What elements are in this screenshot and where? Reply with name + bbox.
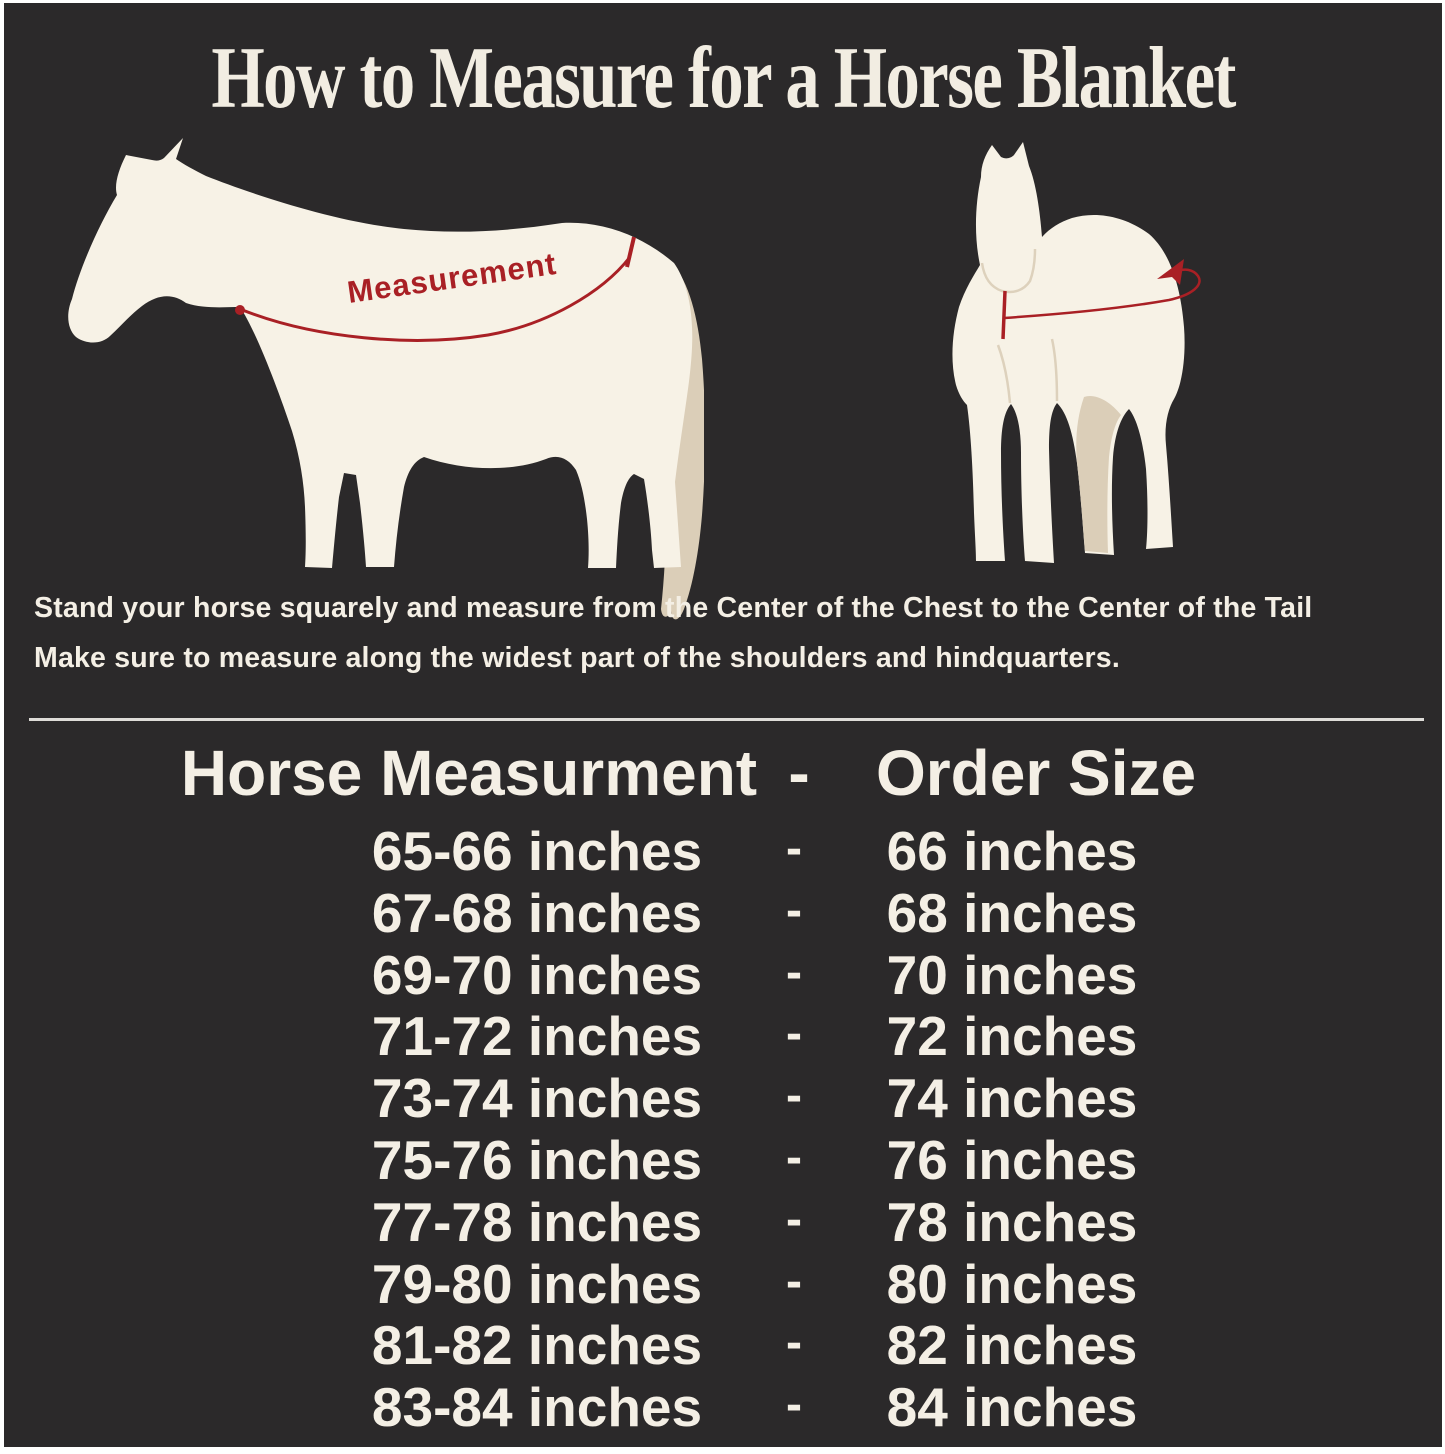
header-separator: - [788, 737, 810, 809]
row-separator: - [786, 1316, 802, 1370]
row-size: 84 inches [886, 1376, 1138, 1439]
table-row: 67-68 inches - 68 inches [4, 881, 1442, 944]
row-measurement: 69-70 inches [371, 943, 703, 1006]
girth-arrowhead [1157, 259, 1184, 285]
header-size-column: Order Size [875, 737, 1197, 809]
row-separator: - [786, 883, 802, 937]
measurement-end-tick [625, 236, 636, 268]
side-view-horse-illustration: Measurement [68, 138, 704, 620]
table-row: 73-74 inches - 74 inches [4, 1066, 1442, 1130]
row-size: 80 inches [886, 1252, 1138, 1315]
table-row: 77-78 inches - 78 inches [4, 1190, 1442, 1253]
row-measurement: 79-80 inches [371, 1252, 703, 1315]
row-separator: - [786, 822, 802, 875]
front-view-horse-illustration [952, 142, 1201, 563]
row-size: 78 inches [886, 1190, 1138, 1253]
row-size: 82 inches [886, 1314, 1138, 1377]
row-size: 72 inches [886, 1005, 1138, 1068]
instruction-line-1: Stand your horse squarely and measure fr… [34, 592, 1313, 624]
size-chart-rows: 65-66 inches - 66 inches 67-68 inches - … [4, 819, 1442, 1439]
horse-chest-contour [996, 338, 1059, 404]
page-title-text: How to Measure for a Horse Blanket [211, 30, 1236, 127]
row-measurement: 73-74 inches [371, 1067, 703, 1130]
row-size: 76 inches [886, 1128, 1138, 1191]
girth-measurement-arrow-line [1003, 268, 1201, 320]
table-row: 83-84 inches - 84 inches [4, 1375, 1442, 1439]
row-separator: - [786, 1254, 802, 1308]
row-size: 68 inches [886, 881, 1138, 944]
row-measurement: 77-78 inches [371, 1190, 703, 1253]
row-size: 74 inches [886, 1067, 1138, 1130]
row-measurement: 67-68 inches [371, 881, 703, 944]
table-row: 81-82 inches - 82 inches [4, 1313, 1442, 1377]
row-separator: - [786, 1069, 802, 1123]
table-row: 65-66 inches - 66 inches [4, 819, 1442, 882]
size-chart-header: Horse Measurment - Order Size [4, 736, 1442, 809]
table-row: 69-70 inches - 70 inches [4, 943, 1442, 1006]
dark-panel: How to Measure for a Horse Blanket Measu… [4, 3, 1442, 1447]
table-row: 71-72 inches - 72 inches [4, 1004, 1442, 1068]
row-size: 70 inches [886, 943, 1138, 1006]
instruction-line-2: Make sure to measure along the widest pa… [34, 642, 1120, 674]
row-separator: - [786, 1007, 802, 1061]
horse-body [68, 138, 693, 568]
row-measurement: 65-66 inches [371, 820, 703, 882]
table-row: 79-80 inches - 80 inches [4, 1252, 1442, 1315]
measurement-line [239, 256, 632, 342]
girth-measurement-tick [1001, 290, 1007, 340]
table-row: 75-76 inches - 76 inches [4, 1128, 1442, 1191]
row-measurement: 83-84 inches [371, 1376, 703, 1439]
row-measurement: 81-82 inches [371, 1314, 703, 1377]
page-title: How to Measure for a Horse Blanket [4, 29, 1442, 129]
measurement-start-dot [235, 305, 245, 315]
row-separator: - [786, 1192, 802, 1246]
header-measurement-column: Horse Measurment [180, 737, 758, 809]
row-separator: - [786, 1378, 802, 1432]
section-divider [29, 718, 1424, 721]
horse-body-front [952, 142, 1185, 563]
horse-face-contour [980, 248, 1037, 294]
row-size: 66 inches [886, 820, 1138, 882]
row-separator: - [786, 945, 802, 999]
row-measurement: 75-76 inches [371, 1128, 703, 1191]
horse-hind-leg-shade [1076, 395, 1121, 553]
row-measurement: 71-72 inches [371, 1005, 703, 1068]
row-separator: - [786, 1130, 802, 1184]
